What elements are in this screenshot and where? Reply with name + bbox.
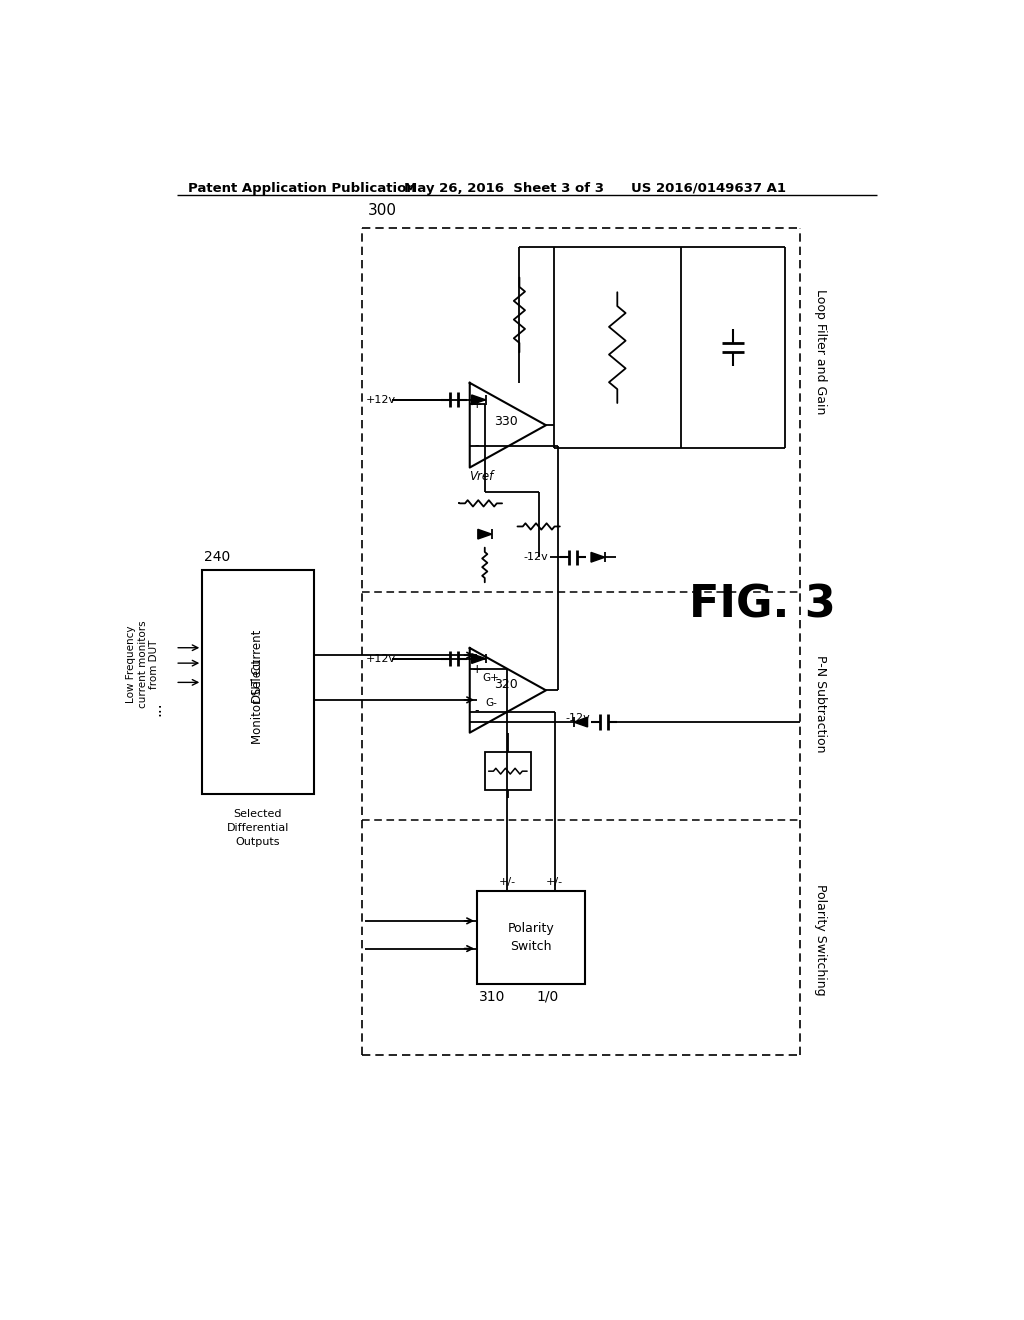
Text: Polarity Switching: Polarity Switching: [814, 884, 827, 995]
Text: G-: G-: [485, 698, 497, 708]
Text: -12v: -12v: [565, 713, 590, 723]
Polygon shape: [573, 717, 588, 727]
Polygon shape: [478, 529, 492, 539]
Text: US 2016/0149637 A1: US 2016/0149637 A1: [631, 182, 786, 194]
Text: G+: G+: [482, 673, 500, 682]
Text: +: +: [471, 664, 482, 676]
Text: 240: 240: [205, 550, 230, 564]
Text: Patent Application Publication: Patent Application Publication: [188, 182, 416, 194]
Bar: [477, 891, 585, 983]
Polygon shape: [591, 552, 605, 562]
Text: Vref: Vref: [469, 470, 494, 483]
Bar: [484, 752, 531, 791]
Text: 310: 310: [479, 990, 506, 1003]
Text: Monitor Select: Monitor Select: [252, 659, 264, 743]
Text: Loop Filter and Gain: Loop Filter and Gain: [814, 289, 827, 414]
Text: Outputs: Outputs: [236, 837, 281, 846]
Text: -12v: -12v: [523, 552, 548, 562]
Text: 330: 330: [494, 414, 517, 428]
Bar: [202, 570, 313, 793]
Text: +12v: +12v: [366, 653, 395, 664]
Text: P-N Subtraction: P-N Subtraction: [814, 655, 827, 752]
Polygon shape: [472, 653, 485, 664]
Text: Low Frequency
current monitors
from DUT: Low Frequency current monitors from DUT: [126, 620, 160, 708]
Text: May 26, 2016  Sheet 3 of 3: May 26, 2016 Sheet 3 of 3: [403, 182, 604, 194]
Polygon shape: [472, 395, 485, 405]
Text: 320: 320: [494, 677, 517, 690]
Text: Switch: Switch: [510, 940, 552, 953]
Text: 1/0: 1/0: [536, 990, 558, 1003]
Text: +/-: +/-: [546, 878, 563, 887]
Text: ...: ...: [148, 701, 164, 717]
Text: -: -: [474, 440, 479, 451]
Text: -: -: [474, 704, 479, 717]
Text: DUT Current: DUT Current: [252, 630, 264, 704]
Text: 300: 300: [368, 203, 396, 218]
Text: Differential: Differential: [226, 822, 289, 833]
Text: Selected: Selected: [233, 809, 283, 818]
Text: FIG. 3: FIG. 3: [688, 583, 836, 627]
Text: +: +: [471, 399, 482, 412]
Text: Polarity: Polarity: [508, 921, 554, 935]
Text: +12v: +12v: [366, 395, 395, 405]
Text: +/-: +/-: [499, 878, 516, 887]
